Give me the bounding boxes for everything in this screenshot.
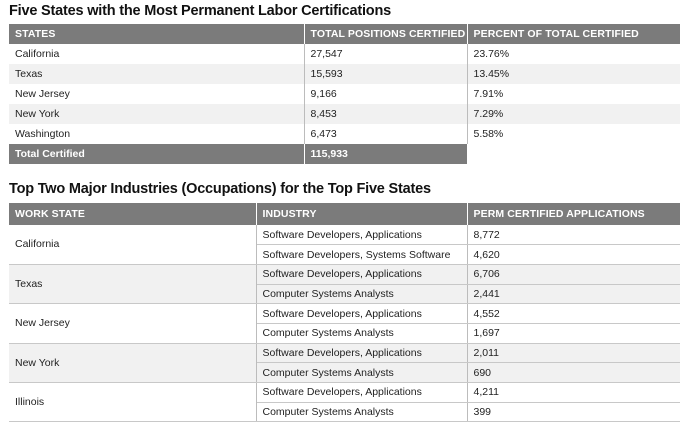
applications-cell: 2,011: [467, 343, 680, 364]
applications-cell: 690: [467, 362, 680, 383]
table-row: Software Developers, Systems Software 4,…: [9, 244, 680, 265]
top-industries-table: WORK STATE INDUSTRY PERM CERTIFIED APPLI…: [9, 203, 681, 423]
applications-cell: 2,441: [467, 284, 680, 305]
table-header-row: WORK STATE INDUSTRY PERM CERTIFIED APPLI…: [9, 203, 681, 225]
work-state-cell: New Jersey: [9, 303, 257, 344]
table-row: Computer Systems Analysts 690: [9, 362, 680, 383]
work-state-cell: California: [9, 225, 257, 265]
percent-cell: 23.76%: [473, 48, 510, 60]
industry-cell: Software Developers, Systems Software: [256, 244, 468, 265]
industry-cell: Software Developers, Applications: [256, 382, 468, 403]
total-cell: 15,593: [304, 64, 468, 84]
applications-cell: 4,620: [467, 244, 680, 265]
column-header-perm-applications: PERM CERTIFIED APPLICATIONS: [467, 203, 681, 225]
industry-cell: Software Developers, Applications: [256, 303, 468, 324]
column-header-work-state: WORK STATE: [9, 203, 257, 225]
column-header-states: STATES: [9, 24, 305, 44]
table-row: New York 8,453 7.29%: [9, 104, 680, 124]
industry-cell: Software Developers, Applications: [256, 225, 468, 246]
total-cell: 6,473: [304, 124, 468, 144]
table-row: Texas 15,593 13.45%: [9, 64, 680, 84]
applications-cell: 4,552: [467, 303, 680, 324]
work-state-cell: Illinois: [9, 382, 257, 423]
applications-cell: 1,697: [467, 323, 680, 344]
industry-cell: Computer Systems Analysts: [256, 402, 468, 423]
state-cell: Texas: [9, 64, 305, 84]
state-cell: California: [9, 44, 305, 64]
table2-title: Top Two Major Industries (Occupations) f…: [9, 181, 431, 197]
industry-cell: Computer Systems Analysts: [256, 362, 468, 383]
column-header-industry: INDUSTRY: [256, 203, 468, 225]
state-cell: New York: [9, 104, 305, 124]
table-row: Washington 6,473 5.58%: [9, 124, 680, 144]
percent-cell: 13.45%: [467, 64, 680, 84]
total-value: 115,933: [304, 144, 468, 164]
industry-cell: Software Developers, Applications: [256, 343, 468, 364]
work-state-cell: Texas: [9, 264, 257, 305]
table-row: New Jersey Software Developers, Applicat…: [9, 303, 680, 344]
table-row: Texas Software Developers, Applications …: [9, 264, 680, 305]
applications-cell: 8,772: [467, 225, 680, 246]
state-group: New York Software Developers, Applicatio…: [9, 343, 680, 384]
total-blank-cell: [467, 144, 680, 164]
percent-cell: 5.58%: [473, 128, 504, 140]
table-row: Computer Systems Analysts 399: [9, 402, 680, 423]
industry-cell: Computer Systems Analysts: [256, 323, 468, 344]
industry-cell: Computer Systems Analysts: [256, 284, 468, 305]
table-header-row: STATES TOTAL POSITIONS CERTIFIED PERCENT…: [9, 24, 681, 44]
table-row: California Software Developers, Applicat…: [9, 225, 680, 265]
column-header-total-positions: TOTAL POSITIONS CERTIFIED: [304, 24, 468, 44]
total-cell: 27,547: [304, 44, 468, 64]
total-label: Total Certified: [9, 144, 305, 164]
top-states-table: STATES TOTAL POSITIONS CERTIFIED PERCENT…: [9, 24, 681, 164]
table-row: Computer Systems Analysts 1,697: [9, 323, 680, 344]
state-cell: Washington: [9, 124, 305, 144]
state-group: New Jersey Software Developers, Applicat…: [9, 303, 680, 344]
percent-cell: 7.29%: [467, 104, 680, 124]
column-header-percent: PERCENT OF TOTAL CERTIFIED: [467, 24, 681, 44]
applications-cell: 4,211: [467, 382, 680, 403]
applications-cell: 6,706: [467, 264, 680, 285]
state-group: California Software Developers, Applicat…: [9, 225, 680, 265]
state-cell: New Jersey: [9, 84, 305, 104]
total-row: Total Certified 115,933: [9, 144, 680, 164]
industry-cell: Software Developers, Applications: [256, 264, 468, 285]
table-row: New York Software Developers, Applicatio…: [9, 343, 680, 384]
table-row: Illinois Software Developers, Applicatio…: [9, 382, 680, 423]
total-cell: 8,453: [304, 104, 468, 124]
work-state-cell: New York: [9, 343, 257, 384]
table-row: Computer Systems Analysts 2,441: [9, 284, 680, 305]
applications-cell: 399: [467, 402, 680, 423]
total-cell: 9,166: [304, 84, 468, 104]
table-row: New Jersey 9,166 7.91%: [9, 84, 680, 104]
table1-title: Five States with the Most Permanent Labo…: [9, 3, 391, 19]
percent-cell: 7.91%: [473, 88, 504, 100]
state-group: Texas Software Developers, Applications …: [9, 264, 680, 305]
state-group: Illinois Software Developers, Applicatio…: [9, 382, 680, 423]
table-row: California 27,547 23.76%: [9, 44, 680, 64]
